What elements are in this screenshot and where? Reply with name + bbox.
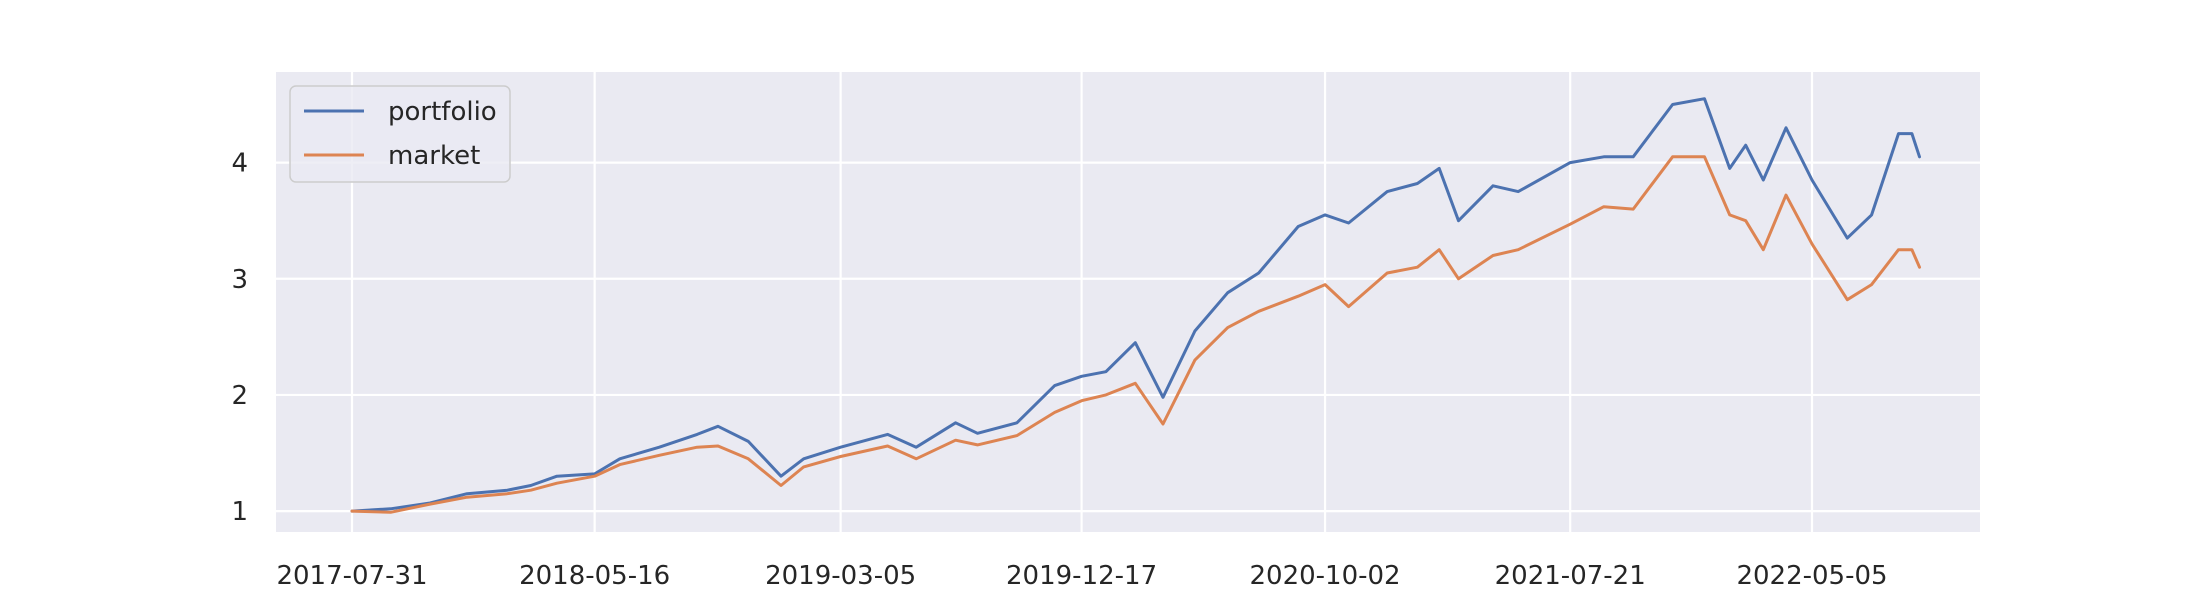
plot-background bbox=[276, 72, 1980, 532]
x-tick-label: 2021-07-21 bbox=[1495, 561, 1646, 591]
legend: portfolio market bbox=[289, 85, 511, 183]
x-tick-label: 2019-03-05 bbox=[765, 561, 916, 591]
series-line-portfolio bbox=[350, 97, 1921, 513]
y-tick-label: 3 bbox=[231, 265, 248, 295]
x-tick-label: 2017-07-31 bbox=[276, 561, 427, 591]
legend-label-portfolio: portfolio bbox=[388, 97, 497, 127]
y-axis: 1 2 3 4 bbox=[231, 149, 248, 527]
gridlines bbox=[276, 72, 1980, 532]
x-axis: 2017-07-31 2018-05-16 2019-03-05 2019-12-17… bbox=[276, 561, 1887, 591]
y-tick-label: 4 bbox=[231, 149, 248, 179]
x-tick-label: 2020-10-02 bbox=[1249, 561, 1400, 591]
y-tick-label: 2 bbox=[231, 381, 248, 411]
x-tick-label: 2018-05-16 bbox=[519, 561, 670, 591]
series-line-market bbox=[350, 155, 1921, 514]
legend-label-market: market bbox=[388, 141, 480, 171]
x-tick-label: 2019-12-17 bbox=[1006, 561, 1157, 591]
series-lines bbox=[350, 97, 1921, 514]
y-tick-label: 1 bbox=[231, 497, 248, 527]
x-tick-label: 2022-05-05 bbox=[1736, 561, 1887, 591]
